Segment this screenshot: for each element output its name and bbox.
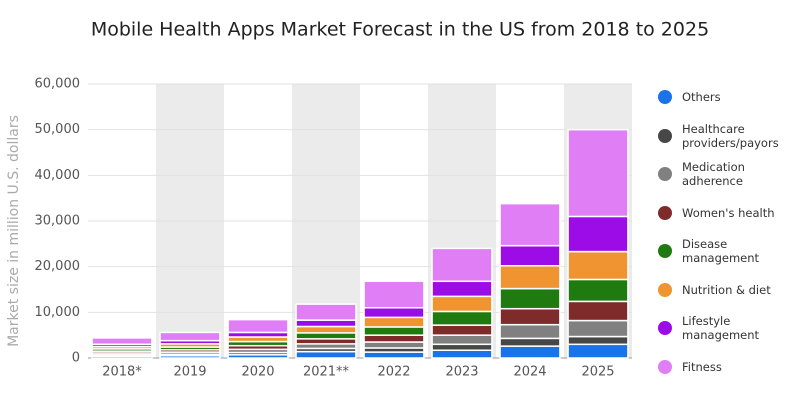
bar-segment [295,303,357,321]
legend-swatch [658,167,672,182]
bar-segment [499,244,561,267]
x-tick-label: 2025 [581,365,614,380]
bar-segment [431,334,493,346]
legend-label: Disease management [682,237,760,266]
bar-segment [295,332,357,340]
legend-swatch [658,359,672,374]
legend-item: Fitness [658,348,798,387]
bar-segment [431,295,493,313]
y-tick-label: 40,000 [35,168,81,183]
bar-segment [431,247,493,283]
x-tick-label: 2019 [173,365,206,380]
bar-segment [499,307,561,326]
bar-segment [431,343,493,351]
bar-segment [295,350,357,359]
legend-label: Lifestyle management [682,314,760,343]
x-tick-label: 2022 [377,365,410,380]
y-tick-label: 30,000 [35,214,81,229]
bar-segment [363,341,425,349]
bar-segment [295,319,357,328]
bar-segment [363,326,425,336]
legend-label: Women's health [682,205,775,220]
legend-swatch [658,244,672,259]
legend-swatch [658,128,672,143]
bar-segment [431,280,493,298]
chart-title: Mobile Health Apps Market Forecast in th… [91,19,709,41]
bar-segment [499,265,561,290]
legend-item: Healthcare providers/payors [658,117,798,156]
legend-label: Others [682,90,721,105]
bar-segment [567,215,629,253]
legend-label: Medication adherence [682,160,745,189]
legend-swatch [658,90,672,105]
legend-item: Women's health [658,194,798,233]
bar-segment [431,310,493,326]
bar-segment [567,278,629,303]
y-tick-label: 10,000 [35,305,81,320]
legend-item: Disease management [658,232,798,271]
bar-segment [363,351,425,359]
bar-segment [431,324,493,336]
legend-item: Others [658,78,798,117]
y-tick-label: 20,000 [35,259,81,274]
x-tick-label: 2021** [303,365,350,380]
legend-item: Nutrition & diet [658,271,798,310]
bar-segment [499,337,561,347]
bar-segment [431,349,493,359]
bar-segment [567,319,629,338]
bar-segment [499,345,561,359]
bar-segment [91,337,153,346]
legend-label: Nutrition & diet [682,282,771,297]
bar-segment [363,280,425,309]
bar-segment [363,307,425,319]
bar-segment [499,323,561,340]
y-axis-label: Market size in million U.S. dollars [6,115,22,347]
x-tick-label: 2023 [445,365,478,380]
bar-segment [499,202,561,247]
legend: Others Healthcare providers/payors Medicat… [658,78,798,386]
bar-segment [499,287,561,310]
legend-label: Fitness [682,359,722,374]
legend-swatch [658,282,672,297]
bar-segment [567,335,629,346]
x-tick-label: 2018* [102,365,142,380]
legend-item: Lifestyle management [658,309,798,348]
bar-segment [159,331,221,342]
bar-segment [567,300,629,322]
y-tick-label: 60,000 [35,77,81,92]
x-tick-label: 2024 [513,365,546,380]
bar-segment [227,318,289,334]
bar-segment [295,325,357,334]
legend-item: Medication adherence [658,155,798,194]
bar-segment [295,338,357,345]
bar-segment [567,343,629,359]
legend-swatch [658,321,672,336]
bar-segment [363,316,425,328]
bar-segment [567,250,629,281]
bar-segment [567,128,629,218]
y-tick-label: 0 [72,351,80,366]
x-tick-label: 2020 [241,365,274,380]
legend-swatch [658,205,672,220]
y-tick-label: 50,000 [35,122,81,137]
legend-label: Healthcare providers/payors [682,121,779,150]
bar-segment [363,334,425,343]
